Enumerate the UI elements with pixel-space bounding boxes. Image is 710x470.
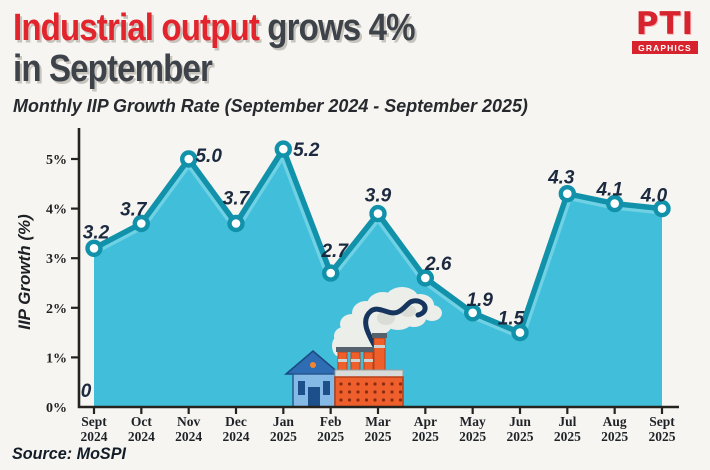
y-axis-tick-label: 2% xyxy=(46,302,67,317)
x-axis-tick-label: Apr 2025 xyxy=(412,414,439,444)
data-point-marker xyxy=(416,269,434,287)
x-axis-tick-label: Feb 2025 xyxy=(317,414,344,444)
data-point-label: 4.3 xyxy=(547,168,575,189)
pti-logo-text: PTI xyxy=(635,6,695,42)
y-axis-tick-label: 0% xyxy=(46,401,67,416)
x-axis-tick-label: Mar 2025 xyxy=(365,414,392,444)
data-point-marker xyxy=(227,214,245,233)
data-point-marker xyxy=(274,140,292,158)
data-point-label: 2.7 xyxy=(320,241,349,262)
data-point-marker xyxy=(322,264,340,282)
x-axis-tick-label: Sept 2024 xyxy=(81,414,108,444)
data-point-label: 5.0 xyxy=(195,146,222,167)
data-point-label: 3.7 xyxy=(120,200,148,221)
x-axis-tick-label: Jul 2025 xyxy=(554,414,581,444)
pti-graphics-logo: PTI GRAPHICS xyxy=(632,9,698,54)
title-line-2: in September xyxy=(13,48,213,90)
data-point-marker xyxy=(558,184,576,203)
y-axis-title: IIP Growth (%) xyxy=(15,214,34,330)
data-point-label: 3.2 xyxy=(83,222,110,243)
chart-axes xyxy=(77,128,679,409)
data-point-label: 3.9 xyxy=(365,186,392,207)
title-line-1: Industrial output grows 4% xyxy=(13,7,416,49)
data-point-label: 1.9 xyxy=(466,290,493,311)
data-point-marker xyxy=(132,214,151,233)
data-point-marker xyxy=(179,150,198,168)
page-title: Industrial output grows 4% in September xyxy=(13,7,416,90)
y-axis-tick-label: 4% xyxy=(46,203,67,218)
data-point-label: 4.1 xyxy=(595,180,622,201)
x-axis-tick-label: Nov 2024 xyxy=(175,414,202,444)
data-point-marker xyxy=(511,323,529,342)
x-axis-tick-label: Oct 2024 xyxy=(128,414,155,444)
y-axis-tick-label: 1% xyxy=(46,351,67,366)
data-point-marker xyxy=(653,199,671,218)
data-point-marker xyxy=(464,304,482,322)
y-axis-tick-label: 3% xyxy=(46,252,67,267)
data-point-label: 1.5 xyxy=(498,309,525,330)
data-point-label: 2.6 xyxy=(424,254,452,275)
data-point-label: 5.2 xyxy=(293,140,320,161)
x-axis-tick-label: Jan 2025 xyxy=(270,414,297,444)
data-point-marker xyxy=(606,194,624,213)
x-axis-tick-label: May 2025 xyxy=(459,414,486,444)
source-note: Source: MoSPI xyxy=(12,444,126,463)
data-point-label: 4.0 xyxy=(640,186,668,207)
title-rest: grows 4% xyxy=(258,7,415,49)
pti-logo-banner: GRAPHICS xyxy=(632,41,698,54)
factory-illustration xyxy=(283,287,442,408)
x-axis-tick-label: Dec 2024 xyxy=(223,414,250,444)
data-point-marker xyxy=(85,239,103,258)
x-axis-tick-label: Jun 2025 xyxy=(507,414,534,444)
data-point-label: 3.7 xyxy=(223,189,251,210)
baseline-zero-annotation: 0 xyxy=(81,381,92,402)
title-emphasis: Industrial output xyxy=(13,7,260,49)
y-axis-tick-label: 5% xyxy=(46,153,67,168)
data-point-marker xyxy=(369,204,387,223)
x-axis-tick-label: Aug 2025 xyxy=(601,414,628,444)
chart-subtitle: Monthly IIP Growth Rate (September 2024 … xyxy=(13,95,528,116)
x-axis-tick-label: Sept 2025 xyxy=(649,414,676,444)
